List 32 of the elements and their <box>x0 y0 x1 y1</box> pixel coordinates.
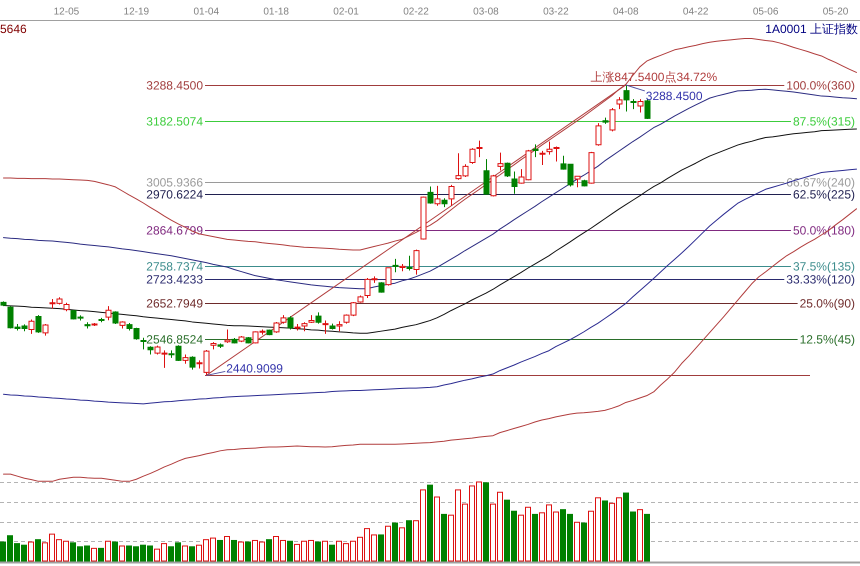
ref-line-label: 2723.4233 <box>146 272 204 286</box>
x-tick-label: 01-18 <box>263 6 290 18</box>
x-tick-label: 04-08 <box>612 6 639 18</box>
x-tick-label: 12-19 <box>124 6 150 18</box>
annotation: 33.33%(120) <box>786 272 855 286</box>
ref-line-label: 2970.6224 <box>146 188 204 202</box>
x-tick-label: 05-20 <box>822 6 849 18</box>
ref-line-label: 3288.4500 <box>146 78 204 92</box>
x-tick-label: 01-04 <box>193 6 220 18</box>
annotation: 5646 <box>0 22 28 36</box>
x-tick-label: 02-01 <box>333 6 360 18</box>
x-tick-label: 03-08 <box>473 6 500 18</box>
x-tick-label: 03-22 <box>543 6 570 18</box>
x-tick-label: 05-06 <box>752 6 779 18</box>
annotation: 12.5%(45) <box>800 332 855 346</box>
ref-line-label: 3005.9366 <box>146 176 204 190</box>
annotation: 3288.4500 <box>646 88 703 103</box>
x-tick-label: 02-22 <box>403 6 430 18</box>
annotation: 2440.9099 <box>226 361 284 376</box>
annotation: 100.0%(360) <box>786 78 855 92</box>
annotation: 66.67%(240) <box>786 176 855 190</box>
annotation: 25.0%(90) <box>800 296 855 310</box>
ref-line-label: 2652.7949 <box>146 296 204 310</box>
ref-line-label: 2546.8524 <box>146 332 204 346</box>
x-tick-label: 12-05 <box>54 6 80 18</box>
ref-line-label: 2758.7374 <box>146 260 204 274</box>
ref-line-label: 3182.5074 <box>146 114 204 128</box>
annotation: 37.5%(135) <box>792 260 855 274</box>
x-tick-label: 04-22 <box>682 6 709 18</box>
chart-title: 1A0001 上证指数 <box>765 22 858 36</box>
annotation: 62.5%(225) <box>792 188 855 202</box>
annotation: 87.5%(315) <box>792 114 855 128</box>
